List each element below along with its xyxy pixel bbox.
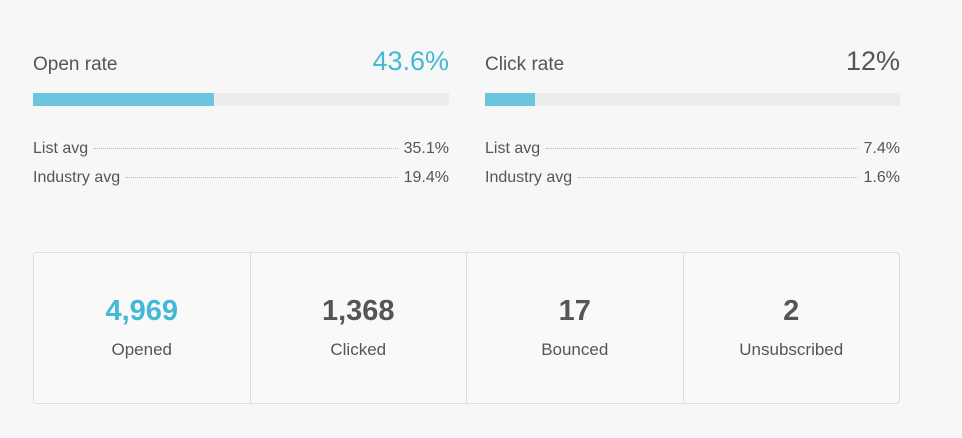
comparison-label: Industry avg [485,169,573,186]
stat-cell: 2 Unsubscribed [682,253,900,403]
stat-value: 1,368 [321,295,395,327]
comparison-row: List avg 7.4% [485,140,900,169]
stat-label: Unsubscribed [739,340,844,359]
metric-panel: Click rate 12% List avg 7.4% Industry avg 1.6… [485,46,900,198]
progress-track [485,93,900,106]
comparison-row: Industry avg 19.4% [33,169,449,198]
comparison-value: 35.1% [403,140,449,157]
comparison-label: List avg [485,140,541,157]
comparison-list: List avg 7.4% Industry avg 1.6% [485,140,900,198]
metric-value: 12% [845,46,900,76]
metric-panel: Open rate 43.6% List avg 35.1% Industry avg 1… [33,46,449,198]
dotted-leader [546,148,858,149]
progress-fill [33,93,215,106]
comparison-label: Industry avg [33,169,121,186]
stats-box: 4,969 Opened 1,368 Clicked 17 Bounced 2 Unsubsc… [33,252,900,404]
stat-label: Opened [111,340,173,359]
dotted-leader [578,177,858,178]
metric-value: 43.6% [372,46,449,76]
stat-value: 2 [783,295,800,327]
stat-value: 4,969 [105,295,179,327]
stat-label: Clicked [330,340,387,359]
metric-header: Open rate 43.6% [33,46,449,86]
metric-label: Open rate [33,54,118,75]
stat-cell: 17 Bounced [466,253,683,403]
comparison-row: List avg 35.1% [33,140,449,169]
stat-cell: 1,368 Clicked [249,253,467,403]
comparison-value: 1.6% [863,169,900,186]
comparison-value: 19.4% [403,169,449,186]
comparison-row: Industry avg 1.6% [485,169,900,198]
stat-cell: 4,969 Opened [34,253,250,403]
comparison-list: List avg 35.1% Industry avg 19.4% [33,140,449,198]
comparison-label: List avg [33,140,89,157]
dotted-leader [126,177,398,178]
metric-header: Click rate 12% [485,46,900,86]
progress-track [33,93,449,106]
stat-value: 17 [558,295,591,327]
dotted-leader [94,148,398,149]
comparison-value: 7.4% [863,140,900,157]
progress-fill [485,93,535,106]
metric-label: Click rate [485,54,565,75]
stat-label: Bounced [541,340,609,359]
